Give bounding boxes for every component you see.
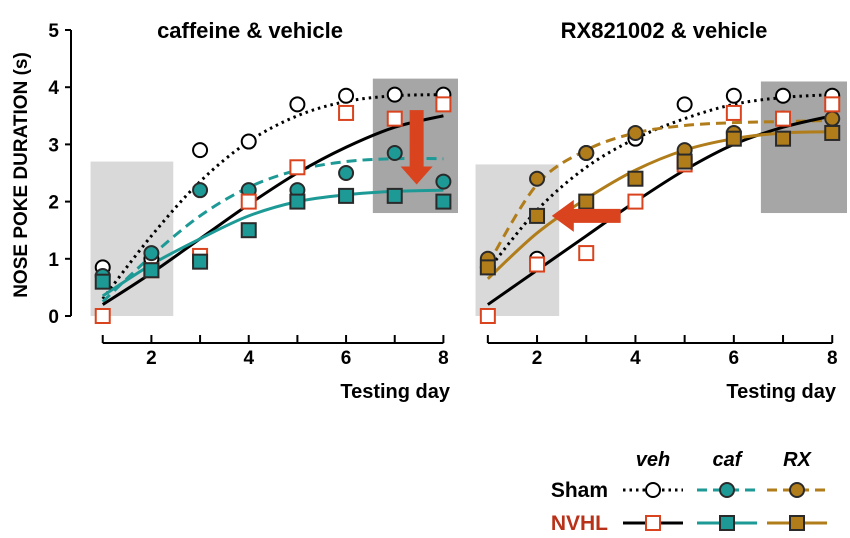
point-nvhl-caf — [386, 187, 403, 204]
point-sham-veh — [386, 86, 403, 103]
x-tick-label: 6 — [341, 348, 352, 369]
point-sham-rx — [627, 124, 644, 141]
point-sham-veh — [192, 142, 209, 159]
y-tick-label: 1 — [48, 250, 59, 271]
y-axis-label: NOSE POKE DURATION (s) — [11, 52, 32, 298]
point-nvhl-veh — [386, 110, 403, 127]
point-nvhl-caf — [240, 222, 257, 239]
point-nvhl-rx — [775, 130, 792, 147]
point-nvhl-veh — [725, 104, 742, 121]
point-nvhl-rx — [627, 170, 644, 187]
point-nvhl-veh — [479, 308, 496, 324]
point-sham-caf — [386, 144, 403, 161]
legend-marker-nvhl-caf — [719, 515, 735, 531]
point-nvhl-rx — [676, 153, 693, 170]
legend-marker-sham-rx — [789, 482, 805, 498]
point-nvhl-rx — [479, 259, 496, 276]
point-nvhl-rx — [824, 124, 841, 141]
legend-row-sham: Sham — [551, 479, 608, 502]
point-nvhl-caf — [435, 193, 452, 210]
point-nvhl-veh — [240, 193, 257, 210]
point-nvhl-rx — [725, 130, 742, 147]
point-nvhl-veh — [338, 104, 355, 121]
y-tick-label: 5 — [48, 21, 59, 42]
point-nvhl-veh — [775, 110, 792, 127]
point-nvhl-veh — [627, 193, 644, 210]
point-nvhl-rx — [529, 207, 546, 224]
point-sham-rx — [824, 110, 841, 127]
point-nvhl-caf — [289, 193, 306, 210]
x-tick-label: 2 — [532, 348, 543, 369]
point-nvhl-veh — [578, 245, 595, 262]
x-tick-label: 8 — [827, 348, 838, 369]
point-sham-veh — [240, 133, 257, 150]
x-tick-label: 8 — [438, 348, 449, 369]
point-nvhl-caf — [192, 253, 209, 270]
panel-title-caffeine: caffeine & vehicle — [157, 18, 343, 43]
x-tick-label: 4 — [630, 348, 641, 369]
legend-header-veh: veh — [636, 449, 670, 471]
panel-rx821002: 2 4 6 8 — [475, 81, 847, 369]
x-tick-label: 6 — [729, 348, 740, 369]
point-sham-veh — [338, 87, 355, 104]
legend-marker-nvhl-rx — [789, 515, 805, 531]
point-sham-veh — [676, 96, 693, 113]
y-tick-label: 4 — [48, 78, 59, 99]
y-tick-label: 3 — [48, 135, 59, 156]
shaded-region-light — [475, 164, 560, 316]
point-sham-rx — [529, 170, 546, 187]
legend: veh caf RX Sham NVHL — [551, 449, 827, 535]
legend-marker-sham-veh — [645, 482, 661, 498]
legend-row-nvhl: NVHL — [551, 512, 608, 535]
point-sham-caf — [338, 165, 355, 181]
legend-marker-sham-caf — [719, 482, 735, 498]
point-sham-caf — [435, 173, 452, 190]
panel-title-rx821002: RX821002 & vehicle — [561, 18, 768, 43]
shaded-region-light — [90, 161, 174, 316]
point-nvhl-caf — [338, 187, 355, 204]
point-nvhl-veh — [435, 96, 452, 113]
point-sham-caf — [192, 182, 209, 199]
legend-header-rx: RX — [783, 449, 812, 471]
legend-marker-nvhl-veh — [645, 515, 661, 531]
arrow-left — [551, 199, 621, 232]
fit-line-sham-rx — [486, 118, 833, 266]
legend-header-caf: caf — [713, 449, 744, 471]
point-nvhl-rx — [578, 193, 595, 210]
point-nvhl-veh — [289, 159, 306, 176]
point-sham-veh — [289, 96, 306, 113]
x-axis-label-caffeine: Testing day — [340, 381, 451, 403]
point-nvhl-veh — [824, 96, 841, 113]
arrow-down — [400, 110, 433, 185]
x-axis-label-rx821002: Testing day — [726, 381, 837, 403]
legend-keys — [623, 482, 827, 531]
y-tick-label: 0 — [48, 307, 59, 328]
point-nvhl-veh — [94, 308, 111, 324]
point-sham-veh — [775, 87, 792, 104]
y-tick-label: 2 — [48, 193, 59, 214]
x-tick-label: 2 — [146, 348, 157, 369]
point-nvhl-veh — [529, 256, 546, 273]
panel-caffeine: 0 1 2 3 4 5 2 4 6 8 — [48, 21, 458, 369]
point-sham-rx — [578, 144, 595, 161]
point-nvhl-caf — [143, 262, 160, 279]
point-sham-caf — [143, 245, 160, 262]
point-sham-veh — [725, 87, 742, 104]
point-nvhl-caf — [94, 273, 111, 290]
x-tick-label: 4 — [243, 348, 254, 369]
